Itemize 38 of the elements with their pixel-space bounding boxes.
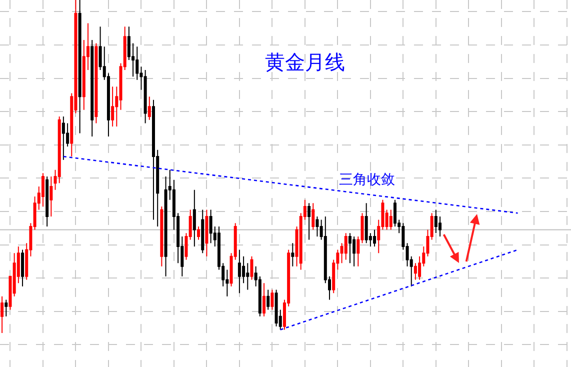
candlestick xyxy=(192,189,196,247)
candlestick xyxy=(312,202,315,230)
candlestick xyxy=(205,209,208,257)
candlestick xyxy=(209,209,212,244)
candlestick xyxy=(46,176,49,227)
candlestick xyxy=(94,42,98,124)
candlestick xyxy=(0,296,4,334)
candlestick xyxy=(62,116,65,160)
candlestick xyxy=(262,282,266,317)
candlestick xyxy=(41,172,44,207)
candlestick xyxy=(348,232,352,264)
candlestick xyxy=(144,69,147,124)
candlestick xyxy=(238,249,241,294)
candlestick xyxy=(201,209,204,254)
candlestick xyxy=(274,289,278,327)
annotation: 三角收敛 xyxy=(339,172,395,188)
candlestick xyxy=(148,96,151,120)
candlestick xyxy=(291,242,294,267)
candlestick xyxy=(4,299,8,317)
candlestick xyxy=(90,39,94,138)
candlestick xyxy=(316,216,319,237)
candlestick xyxy=(308,202,311,240)
candlestick xyxy=(50,176,53,217)
candlestick xyxy=(111,86,114,128)
candlestick xyxy=(160,206,164,267)
candlestick xyxy=(266,289,270,310)
candlestick xyxy=(270,289,274,310)
candlestick xyxy=(352,236,356,267)
candlestick xyxy=(344,232,348,260)
candlestick xyxy=(434,209,438,234)
text: 黄金月线 xyxy=(265,50,345,74)
candlestick xyxy=(373,229,376,247)
candlestick xyxy=(78,0,82,134)
candlestick xyxy=(364,202,368,244)
candlestick xyxy=(21,249,24,287)
candlestick xyxy=(250,256,254,280)
candlestick xyxy=(197,226,200,240)
candlestick xyxy=(389,209,392,230)
